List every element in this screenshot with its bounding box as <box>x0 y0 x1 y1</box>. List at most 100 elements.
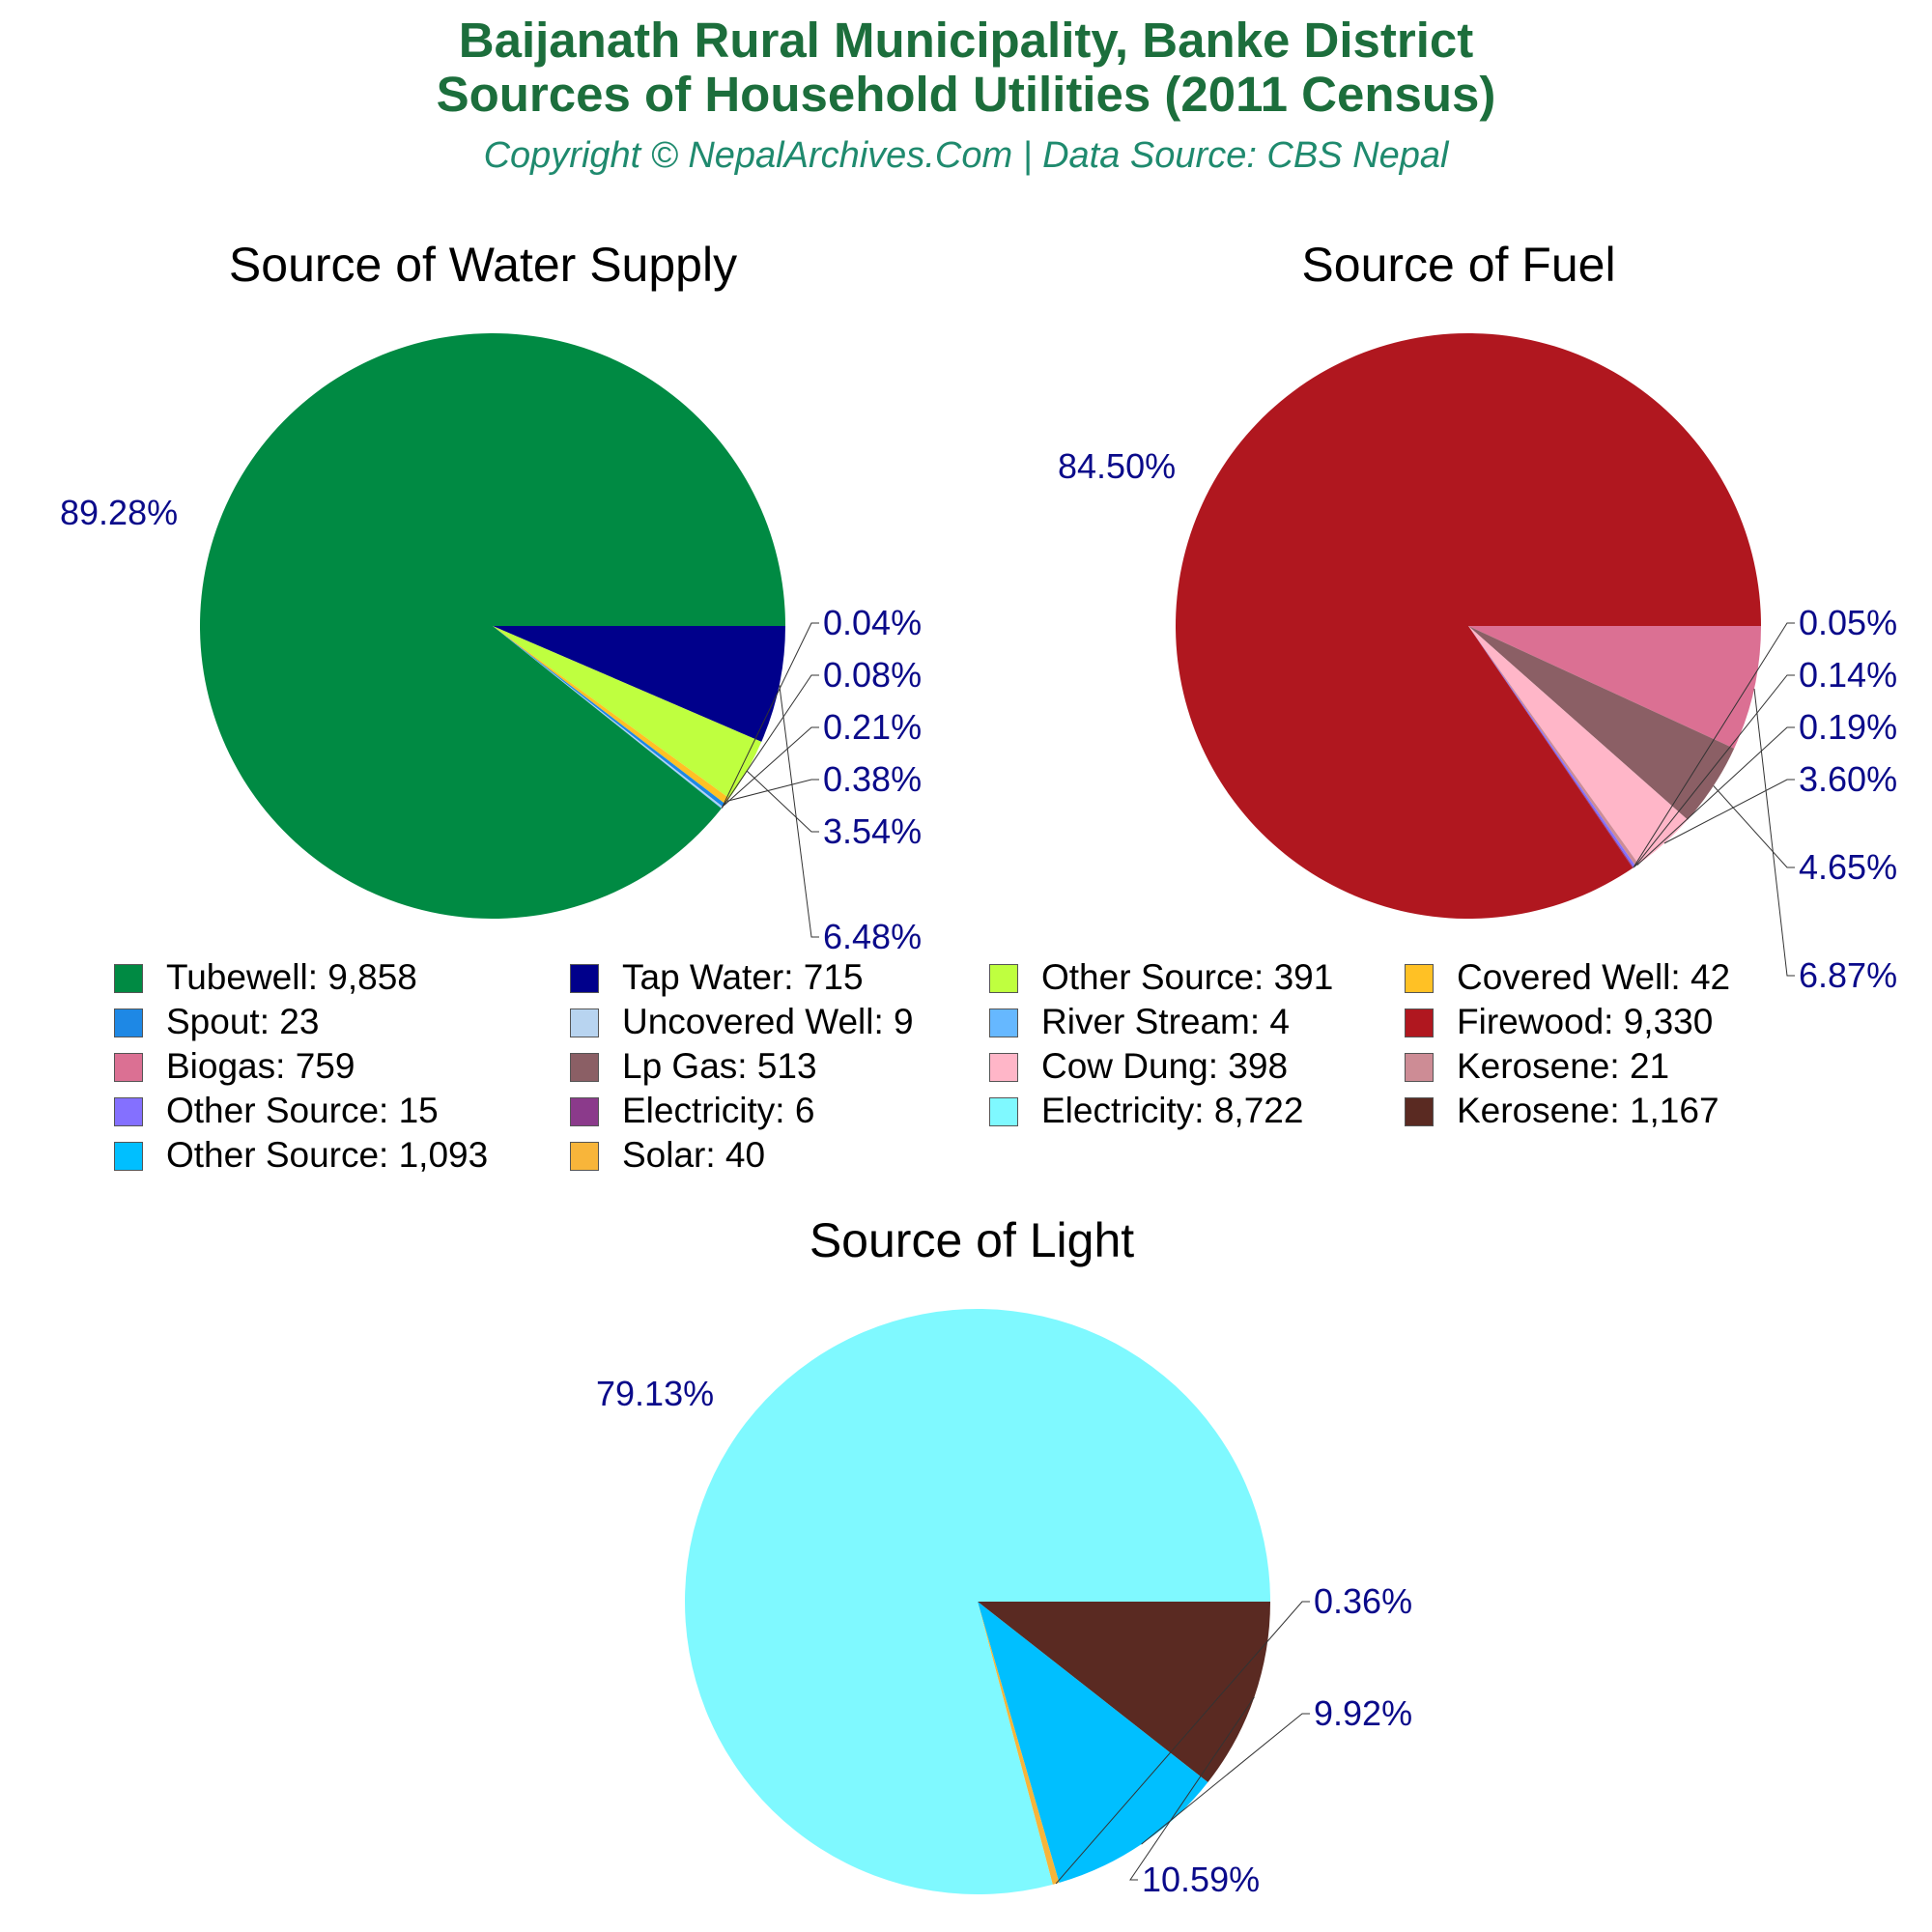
light-pie: 10.59% 9.92% 0.36% 79.13% <box>596 1308 1412 1899</box>
legend-swatch <box>570 1097 599 1126</box>
fuel-percent-label: 0.05% <box>1799 603 1897 642</box>
light-leader-line <box>1055 1601 1310 1885</box>
legend-swatch <box>570 1009 599 1037</box>
legend-label: Electricity: 8,722 <box>1041 1091 1304 1130</box>
legend-swatch <box>570 964 599 993</box>
fuel-leader-line <box>1753 688 1795 977</box>
legend-label: Solar: 40 <box>622 1135 766 1175</box>
legend-label: Other Source: 15 <box>166 1091 439 1130</box>
water-slice-other-source <box>493 626 762 799</box>
fuel-percent-label: 0.19% <box>1799 707 1897 747</box>
legend-item: Cow Dung: 398 <box>989 1045 1288 1088</box>
fuel-pie: 6.87% 4.65% 3.60% 0.19% 0.14% 0.05% 84.50% <box>1058 332 1897 995</box>
water-chart-title: Source of Water Supply <box>228 238 738 292</box>
light-percent-label: 79.13% <box>596 1374 714 1413</box>
subtitle: Copyright © NepalArchives.Com | Data Sou… <box>483 135 1449 176</box>
water-slice-river-stream <box>493 626 723 810</box>
legend-swatch <box>1405 1009 1434 1037</box>
legend-item: River Stream: 4 <box>989 1001 1290 1043</box>
light-chart-title: Source of Light <box>809 1213 1135 1267</box>
legend-swatch <box>989 964 1018 993</box>
legend-swatch <box>989 1053 1018 1082</box>
water-slice-tubewell <box>199 333 785 920</box>
legend-item: Uncovered Well: 9 <box>570 1001 914 1043</box>
water-slice-uncovered-well <box>493 626 724 809</box>
legend-swatch <box>989 1009 1018 1037</box>
legend-swatch <box>114 1053 143 1082</box>
water-percent-label: 0.04% <box>823 603 922 642</box>
light-slice-kerosene <box>978 1602 1270 1783</box>
water-percent-label: 89.28% <box>60 493 178 532</box>
legend-item: Biogas: 759 <box>114 1045 355 1088</box>
water-leader-line <box>779 685 819 938</box>
legend-swatch <box>114 1009 143 1037</box>
legend-item: Lp Gas: 513 <box>570 1045 817 1088</box>
legend-item: Other Source: 15 <box>114 1090 439 1132</box>
legend-swatch <box>114 1097 143 1126</box>
water-percent-label: 3.54% <box>823 811 922 851</box>
legend-swatch <box>114 1142 143 1171</box>
legend-label: Cow Dung: 398 <box>1041 1046 1289 1086</box>
legend-label: Tubewell: 9,858 <box>166 957 417 997</box>
water-leader-line <box>724 726 819 807</box>
legend-item: Kerosene: 21 <box>1405 1045 1669 1088</box>
fuel-slice-lp-gas <box>1468 626 1735 820</box>
fuel-slice-cow-dung <box>1468 626 1689 865</box>
water-percent-label: 6.48% <box>823 917 922 956</box>
light-slice-solar <box>978 1602 1060 1885</box>
legend-item: Solar: 40 <box>570 1134 765 1177</box>
light-percent-label: 9.92% <box>1314 1693 1412 1733</box>
light-slice-electricity <box>685 1308 1270 1894</box>
legend-item: Electricity: 8,722 <box>989 1090 1303 1132</box>
water-slice-covered-well <box>493 626 729 805</box>
fuel-leader-line <box>1713 785 1795 868</box>
legend-label: Tap Water: 715 <box>622 957 864 997</box>
water-slice-spout <box>493 626 725 808</box>
water-leader-line <box>726 779 819 802</box>
water-leader-line <box>721 622 819 810</box>
legend-item: Other Source: 1,093 <box>114 1134 488 1177</box>
fuel-percent-label: 6.87% <box>1799 955 1897 995</box>
legend-swatch <box>114 964 143 993</box>
water-slice-tap-water <box>493 626 785 742</box>
legend-item: Tap Water: 715 <box>570 956 864 999</box>
light-percent-label: 10.59% <box>1142 1860 1260 1899</box>
legend-label: Uncovered Well: 9 <box>622 1002 914 1041</box>
legend-swatch <box>989 1097 1018 1126</box>
legend-item: Firewood: 9,330 <box>1405 1001 1713 1043</box>
main-title-line-1: Baijanath Rural Municipality, Banke Dist… <box>458 13 1474 68</box>
fuel-slice-kerosene <box>1468 626 1639 867</box>
fuel-percent-label: 84.50% <box>1058 446 1176 486</box>
water-leader-line <box>746 770 819 833</box>
light-leader-line <box>1141 1713 1310 1845</box>
water-percent-label: 0.38% <box>823 759 922 799</box>
legend-label: Kerosene: 21 <box>1457 1046 1670 1086</box>
legend-label: Other Source: 1,093 <box>166 1135 489 1175</box>
light-leader-line <box>1129 1696 1255 1881</box>
fuel-percent-label: 3.60% <box>1799 759 1897 799</box>
fuel-leader-line <box>1634 674 1795 867</box>
fuel-leader-line <box>1636 726 1795 866</box>
legend-label: Other Source: 391 <box>1041 957 1334 997</box>
legend-label: Lp Gas: 513 <box>622 1046 817 1086</box>
legend-item: Spout: 23 <box>114 1001 319 1043</box>
light-percent-label: 0.36% <box>1314 1581 1412 1621</box>
water-leader-line <box>722 674 819 809</box>
legend-label: Firewood: 9,330 <box>1457 1002 1714 1041</box>
legend-label: Kerosene: 1,167 <box>1457 1091 1719 1130</box>
legend-label: Covered Well: 42 <box>1457 957 1731 997</box>
legend-item: Tubewell: 9,858 <box>114 956 417 999</box>
legend-label: Electricity: 6 <box>622 1091 815 1130</box>
legend-label: Biogas: 759 <box>166 1046 355 1086</box>
legend-swatch <box>570 1142 599 1171</box>
fuel-slice-firewood <box>1176 332 1761 919</box>
fuel-percent-label: 0.14% <box>1799 655 1897 695</box>
legend-label: River Stream: 4 <box>1041 1002 1291 1041</box>
legend-item: Covered Well: 42 <box>1405 956 1730 999</box>
fuel-leader-line <box>1633 622 1795 868</box>
fuel-chart-title: Source of Fuel <box>1301 238 1616 292</box>
fuel-slice-other-source <box>1468 626 1636 868</box>
water-pie: 6.48% 3.54% 0.38% 0.21% 0.08% 0.04% 89.28% <box>60 333 922 956</box>
